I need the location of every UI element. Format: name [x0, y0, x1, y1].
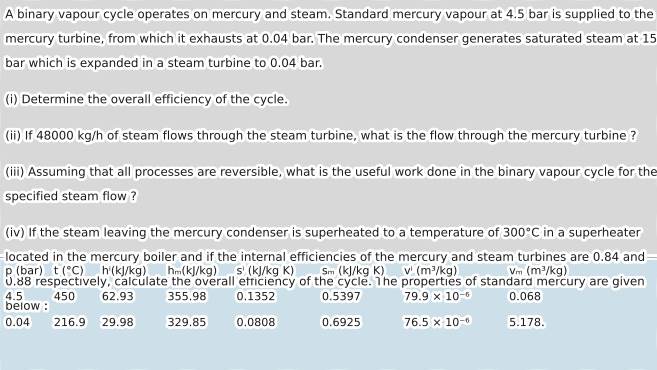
Text: A binary vapour cycle operates on mercury and steam. Standard mercury vapour at : A binary vapour cycle operates on mercur… — [5, 8, 655, 21]
Text: mercury turbine, from which it exhausts at 0.04 bar. The mercury condenser gener: mercury turbine, from which it exhausts … — [5, 33, 657, 46]
Text: 4.5: 4.5 — [5, 292, 23, 302]
Text: (iii) Assuming that all processes are reversible, what is the useful work done i: (iii) Assuming that all processes are re… — [5, 166, 657, 179]
Text: (ii) If 48000 kg/h of steam flows through the steam turbine, what is the flow th: (ii) If 48000 kg/h of steam flows throug… — [5, 130, 638, 142]
Text: 62.93: 62.93 — [102, 292, 134, 302]
Text: 355.98: 355.98 — [168, 292, 206, 302]
Text: 450: 450 — [54, 292, 75, 302]
Text: 5.178.: 5.178. — [509, 318, 545, 328]
Text: hₘ(kJ/kg): hₘ(kJ/kg) — [168, 266, 217, 276]
Text: 76.5 × 10⁻⁶: 76.5 × 10⁻⁶ — [404, 318, 470, 328]
Text: 29.98: 29.98 — [102, 318, 134, 328]
Text: 0.1352: 0.1352 — [237, 292, 275, 302]
Text: vₘ (m³/kg): vₘ (m³/kg) — [509, 266, 568, 276]
Text: 0.88 respectively, calculate the overall efficiency of the cycle. The properties: 0.88 respectively, calculate the overall… — [5, 275, 646, 288]
Text: 0.6925: 0.6925 — [322, 318, 361, 328]
Text: specified steam flow ?: specified steam flow ? — [5, 190, 137, 203]
Text: sₘ (kJ/kg K): sₘ (kJ/kg K) — [322, 266, 385, 276]
Text: located in the mercury boiler and if the internal efficiencies of the mercury an: located in the mercury boiler and if the… — [5, 251, 647, 264]
Text: 0.068: 0.068 — [509, 292, 541, 302]
Bar — [0, 257, 657, 370]
Text: t (°C): t (°C) — [54, 266, 83, 276]
Text: (i) Determine the overall efficiency of the cycle.: (i) Determine the overall efficiency of … — [5, 93, 288, 106]
Text: 79.9 × 10⁻⁶: 79.9 × 10⁻⁶ — [404, 292, 470, 302]
Text: vⁱ (m³/kg): vⁱ (m³/kg) — [404, 266, 458, 276]
Text: bar which is expanded in a steam turbine to 0.04 bar.: bar which is expanded in a steam turbine… — [5, 57, 323, 70]
Text: 0.0808: 0.0808 — [237, 318, 275, 328]
Text: (iv) If the steam leaving the mercury condenser is superheated to a temperature : (iv) If the steam leaving the mercury co… — [5, 226, 642, 239]
Text: 0.5397: 0.5397 — [322, 292, 361, 302]
Text: 0.04: 0.04 — [5, 318, 30, 328]
Text: 329.85: 329.85 — [168, 318, 206, 328]
Text: below :: below : — [5, 300, 48, 313]
Text: sⁱ (kJ/kg K): sⁱ (kJ/kg K) — [237, 266, 294, 276]
Text: p (bar): p (bar) — [5, 266, 43, 276]
Bar — [0, 0, 657, 257]
Text: 216.9: 216.9 — [54, 318, 86, 328]
Text: hⁱ(kJ/kg): hⁱ(kJ/kg) — [102, 266, 147, 276]
